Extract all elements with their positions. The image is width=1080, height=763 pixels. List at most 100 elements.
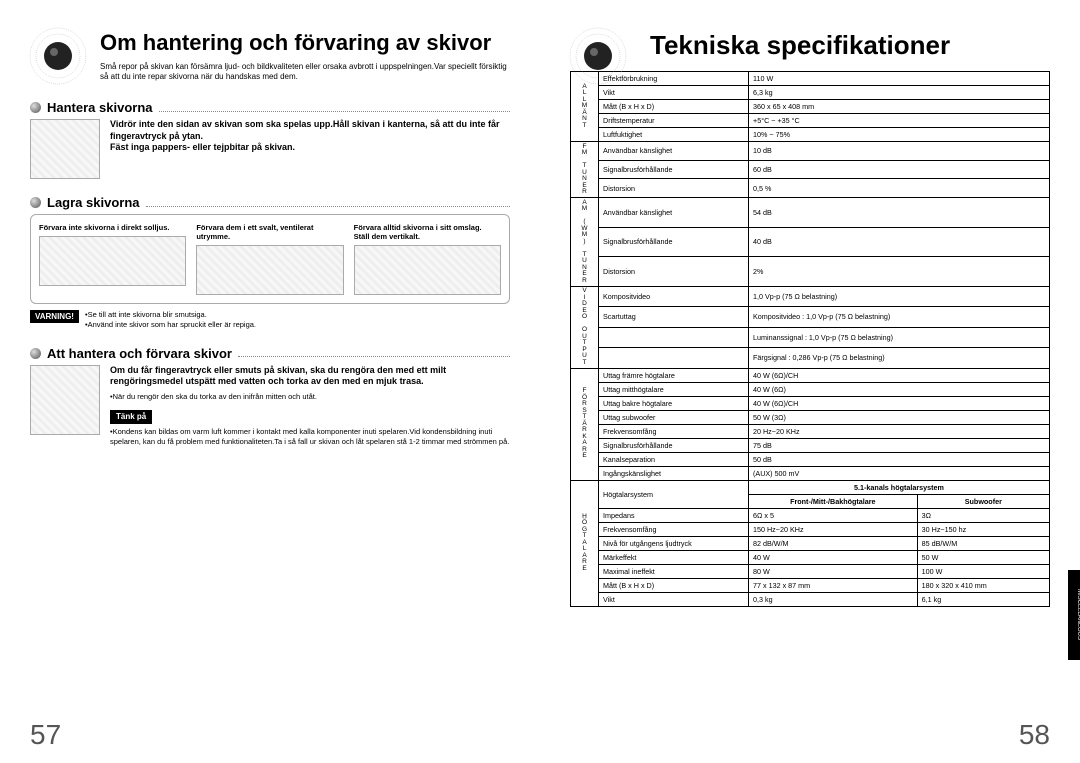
page-number: 58 bbox=[1019, 719, 1050, 751]
spec-value: 150 Hz~20 KHz bbox=[749, 522, 918, 536]
storage-col: Förvara alltid skivorna i sitt omslag. S… bbox=[354, 223, 501, 295]
spec-label: Driftstemperatur bbox=[599, 114, 749, 128]
spec-value: 0,3 kg bbox=[749, 592, 918, 606]
category-cell: VIDEO OUTPUT bbox=[571, 286, 599, 368]
left-page: Om hantering och förvaring av skivor Små… bbox=[0, 0, 540, 763]
section-title: Att hantera och förvara skivor bbox=[30, 346, 510, 361]
spec-label: Kompositvideo bbox=[599, 286, 749, 307]
spec-value: 10 dB bbox=[749, 142, 1050, 161]
spec-label bbox=[599, 327, 749, 348]
spec-value: 50 W bbox=[917, 550, 1049, 564]
tab-label: MISCELLANEOUS bbox=[1068, 570, 1080, 660]
spec-value: Luminanssignal : 1,0 Vp-p (75 Ω belastni… bbox=[749, 327, 1050, 348]
spec-label: Frekvensomfång bbox=[599, 424, 749, 438]
spec-value: 80 W bbox=[749, 564, 918, 578]
warning-row: VARNING! •Se till att inte skivorna blir… bbox=[30, 310, 510, 330]
spec-value: 50 dB bbox=[749, 452, 1050, 466]
spec-value: 180 x 320 x 410 mm bbox=[917, 578, 1049, 592]
spec-col-header: Subwoofer bbox=[917, 494, 1049, 508]
spec-col-header: Front-/Mitt-/Bakhögtalare bbox=[749, 494, 918, 508]
care-text-small: •När du rengör den ska du torka av den i… bbox=[110, 392, 510, 402]
spec-value: 20 Hz~20 KHz bbox=[749, 424, 1050, 438]
spec-label: Vikt bbox=[599, 86, 749, 100]
spec-value: 3Ω bbox=[917, 508, 1049, 522]
spec-label: Mått (B x H x D) bbox=[599, 578, 749, 592]
spec-value: 82 dB/W/M bbox=[749, 536, 918, 550]
spec-label: Scartuttag bbox=[599, 307, 749, 328]
section-handle: Hantera skivorna Vidrör inte den sidan a… bbox=[30, 100, 510, 179]
spec-label: Uttag bakre högtalare bbox=[599, 396, 749, 410]
dotted-rule bbox=[146, 199, 511, 207]
dotted-rule bbox=[159, 104, 511, 112]
spec-value: 40 W (6Ω) bbox=[749, 382, 1050, 396]
section-title-label: Att hantera och förvara skivor bbox=[47, 346, 232, 361]
spec-label: Märkeffekt bbox=[599, 550, 749, 564]
spec-value: 110 W bbox=[749, 72, 1050, 86]
spec-label: Impedans bbox=[599, 508, 749, 522]
think-text: •Kondens kan bildas om varm luft kommer … bbox=[110, 427, 510, 447]
spec-value: 360 x 65 x 408 mm bbox=[749, 100, 1050, 114]
care-text-bold: Om du får fingeravtryck eller smuts på s… bbox=[110, 365, 510, 388]
illustration-no-sun bbox=[39, 236, 186, 286]
spec-table-wrap: ALLMÄNTEffektförbrukning110 WVikt6,3 kgM… bbox=[570, 71, 1050, 607]
spec-label: Kanalseparation bbox=[599, 452, 749, 466]
warning-badge: VARNING! bbox=[30, 310, 79, 323]
spec-value: Kompositvideo : 1,0 Vp-p (75 Ω belastnin… bbox=[749, 307, 1050, 328]
spec-label: Mått (B x H x D) bbox=[599, 100, 749, 114]
storage-text: Förvara inte skivorna i direkt solljus. bbox=[39, 223, 169, 232]
spec-value: 75 dB bbox=[749, 438, 1050, 452]
spec-value: 30 Hz~150 hz bbox=[917, 522, 1049, 536]
spec-value: 2% bbox=[749, 257, 1050, 287]
spec-value: 40 W bbox=[749, 550, 918, 564]
spec-label: Vikt bbox=[599, 592, 749, 606]
speaker-icon bbox=[28, 26, 88, 86]
storage-col: Förvara inte skivorna i direkt solljus. bbox=[39, 223, 186, 295]
section-text: Om du får fingeravtryck eller smuts på s… bbox=[110, 365, 510, 447]
illustration-cool-place bbox=[196, 245, 343, 295]
spec-value: 77 x 132 x 87 mm bbox=[749, 578, 918, 592]
spec-label: Uttag subwoofer bbox=[599, 410, 749, 424]
right-page: Tekniska specifikationer ALLMÄNTEffektfö… bbox=[540, 0, 1080, 763]
spec-label: Frekvensomfång bbox=[599, 522, 749, 536]
spec-value: 60 dB bbox=[749, 160, 1050, 179]
spec-label: Nivå för utgångens ljudtryck bbox=[599, 536, 749, 550]
spec-value: +5°C ~ +35 °C bbox=[749, 114, 1050, 128]
spec-value: 40 W (6Ω)/CH bbox=[749, 368, 1050, 382]
spec-label: Signalbrusförhållande bbox=[599, 438, 749, 452]
spec-super-header: 5.1-kanals högtalarsystem bbox=[749, 480, 1050, 494]
section-care: Att hantera och förvara skivor Om du får… bbox=[30, 346, 510, 447]
edge-tab: MISCELLANEOUS bbox=[1068, 0, 1080, 763]
spec-value: 40 W (6Ω)/CH bbox=[749, 396, 1050, 410]
spec-value: 10% ~ 75% bbox=[749, 128, 1050, 142]
storage-text: Förvara alltid skivorna i sitt omslag. S… bbox=[354, 223, 482, 241]
storage-col: Förvara dem i ett svalt, ventilerat utry… bbox=[196, 223, 343, 295]
spec-label: Signalbrusförhållande bbox=[599, 227, 749, 257]
spec-value: 6,1 kg bbox=[917, 592, 1049, 606]
spec-label: Distorsion bbox=[599, 257, 749, 287]
spec-label: Signalbrusförhållande bbox=[599, 160, 749, 179]
illustration-hand-disc bbox=[30, 119, 100, 179]
spec-label: Luftfuktighet bbox=[599, 128, 749, 142]
spec-value: 6,3 kg bbox=[749, 86, 1050, 100]
page-title: Om hantering och förvaring av skivor bbox=[100, 30, 510, 56]
dotted-rule bbox=[238, 349, 510, 357]
warning-text: •Se till att inte skivorna blir smutsiga… bbox=[85, 310, 256, 330]
page-number: 57 bbox=[30, 719, 61, 751]
spec-label: Maximal ineffekt bbox=[599, 564, 749, 578]
storage-box: Förvara inte skivorna i direkt solljus. … bbox=[30, 214, 510, 304]
think-badge: Tänk på bbox=[110, 410, 152, 424]
spec-value: 54 dB bbox=[749, 198, 1050, 228]
spec-label: Uttag mitthögtalare bbox=[599, 382, 749, 396]
illustration-wipe-disc bbox=[30, 365, 100, 435]
spec-value: 0,5 % bbox=[749, 179, 1050, 198]
page-title: Tekniska specifikationer bbox=[650, 30, 1050, 61]
spec-value: 100 W bbox=[917, 564, 1049, 578]
category-cell: FÖRSTÄRKARE bbox=[571, 368, 599, 480]
illustration-vertical-case bbox=[354, 245, 501, 295]
spec-label: Distorsion bbox=[599, 179, 749, 198]
speaker-icon bbox=[568, 26, 628, 86]
category-cell: HÖGTALARE bbox=[571, 480, 599, 606]
section-store: Lagra skivorna Förvara inte skivorna i d… bbox=[30, 195, 510, 330]
category-cell: AM (WM) TUNER bbox=[571, 198, 599, 287]
spec-value: 6Ω x 5 bbox=[749, 508, 918, 522]
